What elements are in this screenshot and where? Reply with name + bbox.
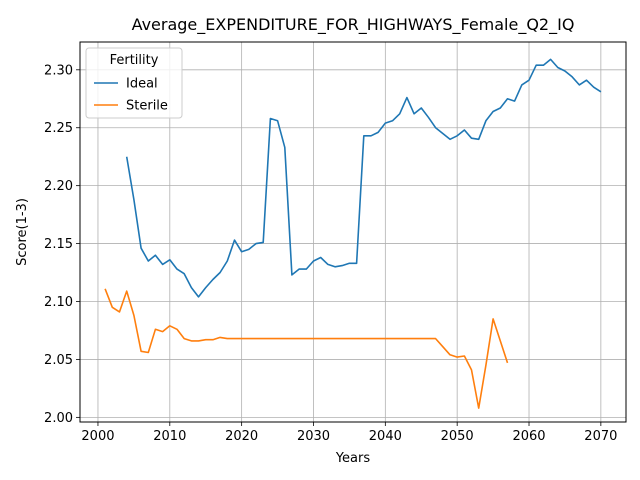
series-line-sterile <box>104 288 509 409</box>
x-tick-label: 2020 <box>225 429 258 444</box>
y-axis-title: Score(1-3) <box>15 198 30 266</box>
y-tick-label: 2.05 <box>44 353 73 368</box>
x-axis: 2000 2010 2020 2030 2040 2050 2060 2070 <box>81 422 617 444</box>
x-tick-label: 2030 <box>297 429 330 444</box>
x-tick-label: 2040 <box>369 429 402 444</box>
y-tick-label: 2.30 <box>44 63 73 78</box>
x-axis-title: Years <box>335 451 371 466</box>
x-tick-label: 2070 <box>584 429 617 444</box>
legend-label-ideal: Ideal <box>126 77 158 92</box>
y-tick-label: 2.00 <box>44 411 73 426</box>
y-tick-label: 2.25 <box>44 121 73 136</box>
x-tick-label: 2060 <box>512 429 545 444</box>
series-line-ideal <box>125 58 602 298</box>
legend-label-sterile: Sterile <box>126 99 168 114</box>
grid <box>80 42 626 422</box>
x-tick-label: 2000 <box>81 429 114 444</box>
y-tick-label: 2.15 <box>44 237 73 252</box>
legend-title: Fertility <box>110 53 159 68</box>
chart-title: Average_EXPENDITURE_FOR_HIGHWAYS_Female_… <box>132 15 575 35</box>
y-tick-label: 2.20 <box>44 179 73 194</box>
y-tick-label: 2.10 <box>44 295 73 310</box>
legend-box <box>85 47 183 119</box>
legend: Fertility Ideal Sterile <box>85 47 183 119</box>
plot-frame <box>79 41 627 423</box>
x-tick-label: 2010 <box>153 429 186 444</box>
y-axis: 2.00 2.05 2.10 2.15 2.20 2.25 2.30 <box>44 63 80 426</box>
series-layer <box>104 58 602 409</box>
x-tick-label: 2050 <box>441 429 474 444</box>
